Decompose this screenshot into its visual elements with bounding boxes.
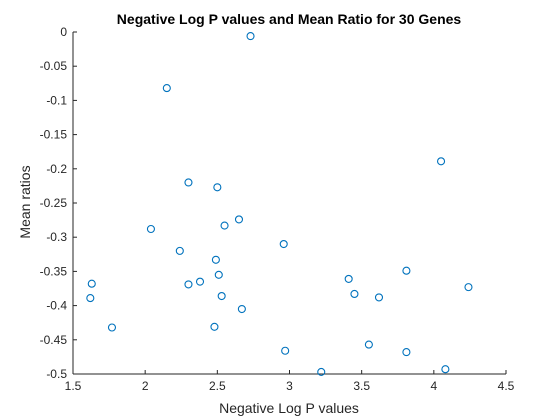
data-point [436, 157, 446, 166]
data-point [214, 270, 223, 279]
data-point [220, 221, 229, 230]
data-point [402, 266, 411, 275]
data-point [344, 274, 353, 283]
x-axis-label: Negative Log P values [219, 400, 359, 416]
data-point [184, 178, 193, 187]
y-tick-label: 0 [60, 25, 67, 39]
y-tick-label: -0.1 [46, 93, 67, 107]
data-point [107, 323, 117, 332]
data-point [162, 84, 171, 93]
x-axis-ticks: 1.5 2 2.5 3 3.5 4 4.5 [65, 370, 515, 393]
data-point [87, 279, 96, 288]
data-point [279, 239, 288, 249]
y-tick-label: -0.4 [46, 299, 67, 313]
y-axis-ticks: 0 -0.05 -0.1 -0.15 -0.2 -0.25 -0.3 -0.35 -0.4 -0.… [40, 25, 77, 381]
y-tick-label: -0.2 [46, 162, 67, 176]
data-point [86, 294, 95, 303]
data-point [364, 340, 373, 349]
data-point [146, 224, 155, 234]
data-points [86, 32, 473, 376]
data-point [441, 365, 450, 374]
data-point [464, 283, 473, 292]
data-point [217, 291, 226, 301]
x-tick-label: 1.5 [65, 379, 82, 393]
x-tick-label: 2.5 [209, 379, 226, 393]
plot-axes [72, 32, 506, 375]
data-point [234, 215, 244, 224]
data-point [195, 277, 205, 286]
y-tick-label: -0.5 [46, 367, 67, 381]
data-point [184, 280, 193, 289]
x-tick-label: 3 [286, 379, 293, 393]
data-point [175, 246, 184, 255]
data-point [317, 367, 326, 376]
y-tick-label: -0.25 [40, 196, 68, 210]
data-point [210, 322, 219, 331]
x-tick-label: 4 [430, 379, 437, 393]
data-point [281, 346, 290, 355]
y-axis-label: Mean ratios [17, 165, 33, 238]
data-point [213, 183, 222, 192]
y-tick-label: -0.45 [40, 333, 68, 347]
x-tick-label: 2 [142, 379, 149, 393]
data-point [374, 293, 384, 302]
x-tick-label: 3.5 [353, 379, 370, 393]
y-tick-label: -0.35 [40, 264, 68, 278]
data-point [350, 289, 359, 299]
y-tick-label: -0.05 [40, 59, 68, 73]
data-point [237, 304, 246, 314]
y-tick-label: -0.15 [40, 128, 68, 142]
y-tick-label: -0.3 [46, 230, 67, 244]
data-point [246, 32, 255, 41]
data-point [211, 255, 220, 264]
data-point [402, 348, 411, 357]
x-tick-label: 4.5 [498, 379, 515, 393]
chart-title: Negative Log P values and Mean Ratio for… [117, 11, 462, 27]
